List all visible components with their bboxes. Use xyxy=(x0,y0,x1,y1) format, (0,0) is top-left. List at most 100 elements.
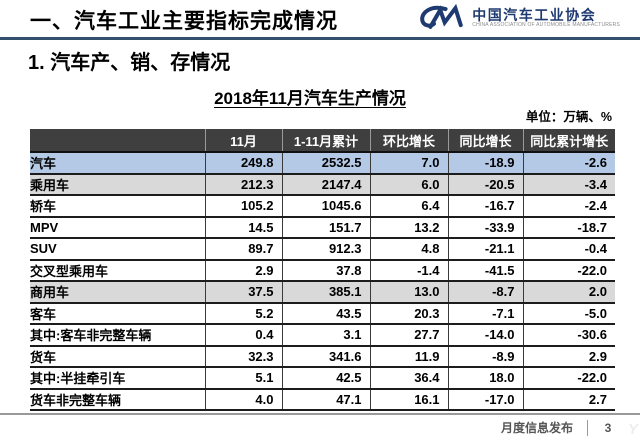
logo-org-name-cn: 中国汽车工业协会 xyxy=(472,6,597,23)
slide-header-title: 一、汽车工业主要指标完成情况 xyxy=(30,10,338,33)
cell-value: 341.6 xyxy=(281,345,370,368)
cell-value: 11.9 xyxy=(369,345,448,368)
row-label: 其中:客车非完整车辆 xyxy=(30,324,205,347)
cell-value: 37.5 xyxy=(204,281,282,304)
footer: 月度信息发布 3 xyxy=(501,419,614,436)
unit-label: 单位：万辆、% xyxy=(525,110,612,124)
table-row: 其中:半挂牵引车 5.1 42.5 36.4 18.0 -22.0 xyxy=(30,367,615,390)
row-label: 交叉型乘用车 xyxy=(30,259,205,282)
footer-divider xyxy=(0,413,640,415)
column-header: 同比增长 xyxy=(447,129,523,153)
cell-value: 13.2 xyxy=(369,216,448,239)
table-title-text: 2018年11月汽车生产情况 xyxy=(214,89,406,108)
row-label: 商用车 xyxy=(30,281,205,304)
cell-value: -30.6 xyxy=(522,324,615,347)
caam-logo: 中国汽车工业协会 CHINA ASSOCIATION OF AUTOMOBILE… xyxy=(417,3,620,33)
production-table: 11月 1-11月累计 环比增长 同比增长 同比累计增长 汽车 249.8 2532.5 7.… xyxy=(30,129,615,411)
cell-value: -3.4 xyxy=(522,173,615,196)
column-header: 同比累计增长 xyxy=(522,129,615,153)
cell-value: 36.4 xyxy=(369,367,448,390)
table-body: 汽车 249.8 2532.5 7.0 -18.9 -2.6 乘用车 212.3 2147.4 6… xyxy=(30,152,615,411)
cell-value: 27.7 xyxy=(369,324,448,347)
table-row: 货车非完整车辆 4.0 47.1 16.1 -17.0 2.7 xyxy=(30,388,615,411)
table-row: MPV 14.5 151.7 13.2 -33.9 -18.7 xyxy=(30,216,615,239)
cell-value: -1.4 xyxy=(369,259,448,282)
cell-value: 212.3 xyxy=(204,173,282,196)
cell-value: 249.8 xyxy=(204,152,282,175)
logo-org-name-en: CHINA ASSOCIATION OF AUTOMOBILE MANUFACT… xyxy=(472,21,620,28)
table-title: 2018年11月汽车生产情况 xyxy=(0,84,620,109)
column-header xyxy=(30,129,205,153)
row-label: 汽车 xyxy=(30,152,205,175)
cell-value: 151.7 xyxy=(281,216,370,239)
cell-value: 105.2 xyxy=(204,195,282,218)
row-label: 乘用车 xyxy=(30,173,205,196)
cell-value: -22.0 xyxy=(522,259,615,282)
cell-value: 7.0 xyxy=(369,152,448,175)
table-row: 轿车 105.2 1045.6 6.4 -16.7 -2.4 xyxy=(30,195,615,218)
cell-value: 6.0 xyxy=(369,173,448,196)
column-header: 11月 xyxy=(204,129,282,153)
cell-value: 2.0 xyxy=(522,281,615,304)
row-label: SUV xyxy=(30,238,205,261)
row-label: 轿车 xyxy=(30,195,205,218)
section-title: 1. 汽车产、销、存情况 xyxy=(28,52,231,74)
cell-value: 14.5 xyxy=(204,216,282,239)
cell-value: 2532.5 xyxy=(281,152,370,175)
row-label: 货车 xyxy=(30,345,205,368)
table-row: 商用车 37.5 385.1 13.0 -8.7 2.0 xyxy=(30,281,615,304)
cell-value: -22.0 xyxy=(522,367,615,390)
cell-value: -2.4 xyxy=(522,195,615,218)
cell-value: 13.0 xyxy=(369,281,448,304)
caam-logo-text: 中国汽车工业协会 CHINA ASSOCIATION OF AUTOMOBILE… xyxy=(472,6,620,29)
table-row: 汽车 249.8 2532.5 7.0 -18.9 -2.6 xyxy=(30,152,615,175)
cell-value: 43.5 xyxy=(281,302,370,325)
cell-value: -8.7 xyxy=(447,281,523,304)
cell-value: 2.7 xyxy=(522,388,615,411)
page-number: 3 xyxy=(604,420,612,435)
cell-value: 5.2 xyxy=(204,302,282,325)
table-row: 交叉型乘用车 2.9 37.8 -1.4 -41.5 -22.0 xyxy=(30,259,615,282)
header-divider xyxy=(0,37,640,40)
footer-separator xyxy=(587,419,588,436)
table-row: 其中:客车非完整车辆 0.4 3.1 27.7 -14.0 -30.6 xyxy=(30,324,615,347)
cell-value: 42.5 xyxy=(281,367,370,390)
cell-value: -7.1 xyxy=(447,302,523,325)
cell-value: 1045.6 xyxy=(281,195,370,218)
cell-value: 2.9 xyxy=(522,345,615,368)
table-header-row: 11月 1-11月累计 环比增长 同比增长 同比累计增长 xyxy=(30,129,615,153)
cell-value: -21.1 xyxy=(447,238,523,261)
table-row: 货车 32.3 341.6 11.9 -8.9 2.9 xyxy=(30,345,615,368)
cell-value: -2.6 xyxy=(522,152,615,175)
cell-value: -18.9 xyxy=(447,152,523,175)
cell-value: 0.4 xyxy=(204,324,282,347)
watermark: Y xyxy=(627,421,638,438)
row-label: 客车 xyxy=(30,302,205,325)
table-row: 乘用车 212.3 2147.4 6.0 -20.5 -3.4 xyxy=(30,173,615,196)
cell-value: -0.4 xyxy=(522,238,615,261)
cell-value: 16.1 xyxy=(369,388,448,411)
cell-value: 3.1 xyxy=(281,324,370,347)
cell-value: -8.9 xyxy=(447,345,523,368)
column-header: 环比增长 xyxy=(369,129,448,153)
column-header: 1-11月累计 xyxy=(281,129,370,153)
footer-label: 月度信息发布 xyxy=(500,421,573,435)
cell-value: 4.0 xyxy=(204,388,282,411)
row-label: 货车非完整车辆 xyxy=(30,388,205,411)
cell-value: 5.1 xyxy=(204,367,282,390)
row-label: 其中:半挂牵引车 xyxy=(30,367,205,390)
cell-value: 32.3 xyxy=(204,345,282,368)
table-row: 客车 5.2 43.5 20.3 -7.1 -5.0 xyxy=(30,302,615,325)
cell-value: 18.0 xyxy=(447,367,523,390)
cell-value: 4.8 xyxy=(369,238,448,261)
cell-value: -20.5 xyxy=(447,173,523,196)
cell-value: -18.7 xyxy=(522,216,615,239)
cell-value: -14.0 xyxy=(447,324,523,347)
row-label: MPV xyxy=(30,216,205,239)
cell-value: 2147.4 xyxy=(281,173,370,196)
cell-value: -41.5 xyxy=(447,259,523,282)
table-row: SUV 89.7 912.3 4.8 -21.1 -0.4 xyxy=(30,238,615,261)
cell-value: 89.7 xyxy=(204,238,282,261)
cell-value: 37.8 xyxy=(281,259,370,282)
